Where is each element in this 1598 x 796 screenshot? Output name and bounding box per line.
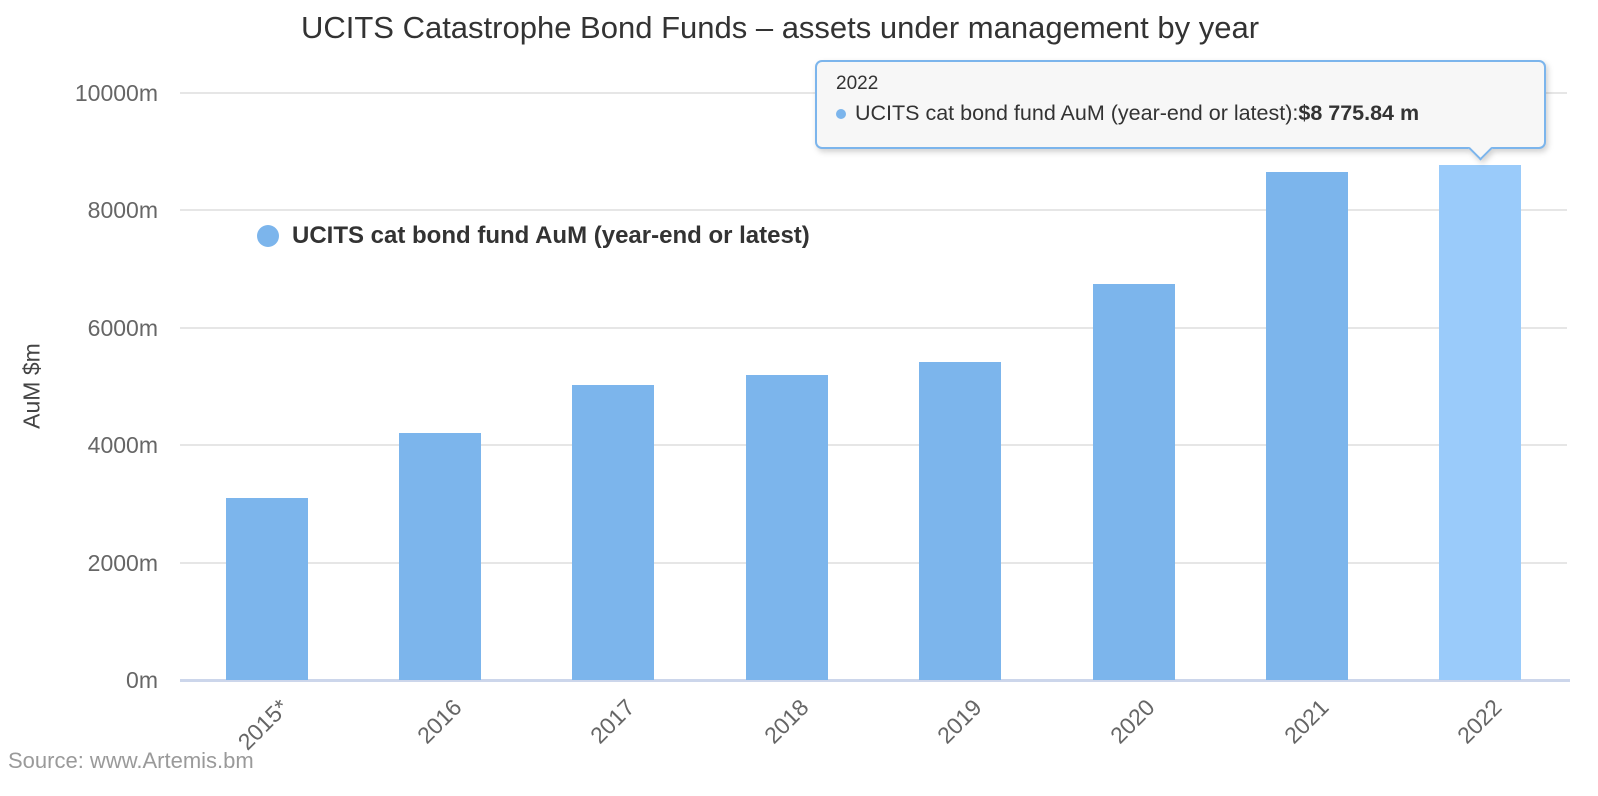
x-axis-line [180,679,1570,682]
x-tick-label-2020: 2020 [1105,694,1160,749]
y-tick-label-6000m: 6000m [87,314,158,341]
source-credit: Source: www.Artemis.bm [8,748,254,773]
x-tick-label-2022: 2022 [1452,694,1507,749]
gridline-8000m [180,209,1567,212]
y-tick-label-0m: 0m [126,667,158,693]
legend-marker-circle-icon [257,225,279,247]
bar-2015*[interactable] [225,498,308,680]
tooltip-header: 2022 [836,73,879,94]
x-tick-label-2015*: 2015* [232,694,294,755]
y-axis-title: AuM $m [18,343,45,429]
x-tick-label-2021: 2021 [1278,694,1334,749]
bar-2022[interactable] [1439,164,1522,680]
y-tick-label-8000m: 8000m [87,197,158,224]
bar-2020[interactable] [1092,284,1175,680]
x-tick-label-2017: 2017 [585,694,640,749]
bar-2018[interactable] [745,374,828,680]
tooltip-body: 2022 UCITS cat bond fund AuM (year-end o… [817,62,1544,147]
bar-2016[interactable] [399,433,482,680]
x-tick-label-2016: 2016 [411,694,467,749]
tooltip-series-line: UCITS cat bond fund AuM (year-end or lat… [836,101,1544,126]
gridline-4000m [180,444,1567,447]
tooltip: 2022 UCITS cat bond fund AuM (year-end o… [815,60,1546,161]
gridline-6000m [180,326,1567,329]
tooltip-series-label: UCITS cat bond fund AuM (year-end or lat… [855,101,1293,125]
y-tick-label-4000m: 4000m [87,432,158,459]
y-tick-label-10000m: 10000m [74,80,158,106]
legend-item[interactable]: UCITS cat bond fund AuM (year-end or lat… [257,222,810,250]
chart-title: UCITS Catastrophe Bond Funds – assets un… [300,10,1260,45]
x-tick-label-2018: 2018 [758,694,814,749]
tooltip-value: $8 775.84 m [1298,101,1420,125]
y-tick-label-2000m: 2000m [87,549,158,576]
gridline-2000m [180,561,1567,564]
bar-2017[interactable] [572,385,655,680]
legend-label: UCITS cat bond fund AuM (year-end or lat… [292,222,810,249]
tooltip-separator: : [1292,101,1299,125]
x-tick-label-2019: 2019 [932,694,987,749]
series-bullet-icon [836,108,846,119]
bar-2019[interactable] [919,361,1002,680]
bar-2021[interactable] [1265,171,1348,680]
